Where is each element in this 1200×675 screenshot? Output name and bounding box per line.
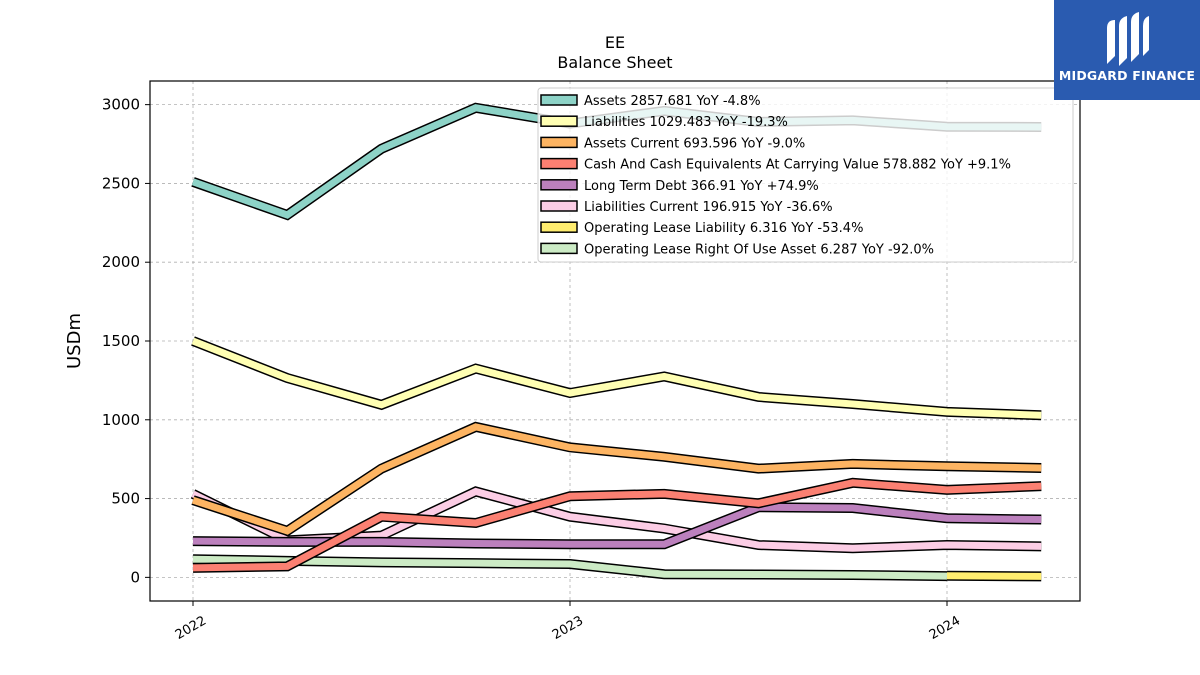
series-outline	[191, 336, 1042, 421]
x-tick-label: 2023	[550, 613, 586, 643]
legend-swatch	[540, 136, 578, 149]
chart-title-line1: EE	[604, 33, 626, 52]
series-line	[191, 337, 1042, 419]
legend-entry: Cash And Cash Equivalents At Carrying Va…	[584, 158, 1011, 173]
y-tick-label: 2500	[102, 174, 140, 192]
y-tick-label: 0	[130, 568, 140, 586]
y-tick-label: 2000	[102, 253, 140, 271]
legend-swatch	[540, 94, 578, 106]
series-line	[192, 555, 948, 580]
chart-title-line2: Balance Sheet	[557, 53, 673, 72]
y-tick-label: 3000	[102, 96, 140, 114]
legend-entry: Assets Current 693.596 YoY -9.0%	[584, 136, 805, 151]
legend-entry: Long Term Debt 366.91 YoY +74.9%	[584, 179, 819, 194]
legend-entry: Liabilities Current 196.915 YoY -36.6%	[584, 200, 833, 215]
logo-mark-icon	[1107, 12, 1149, 66]
x-tick-label: 2024	[927, 613, 963, 643]
legend-entry: Operating Lease Liability 6.316 YoY -53.…	[584, 221, 863, 236]
x-tick-label: 2022	[173, 613, 209, 643]
y-tick-label: 1000	[102, 411, 140, 429]
legend-swatch	[540, 221, 578, 233]
legend-entry: Assets 2857.681 YoY -4.8%	[584, 94, 761, 109]
legend-entry: Liabilities 1029.483 YoY -19.3%	[584, 115, 788, 130]
logo-text: MIDGARD FINANCE	[1058, 68, 1196, 83]
legend-swatch	[540, 242, 578, 255]
series-line	[192, 479, 1042, 572]
logo: MIDGARD FINANCE	[1054, 0, 1200, 100]
legend-swatch	[540, 157, 578, 170]
legend-box	[537, 87, 1074, 263]
series-line	[191, 423, 1042, 535]
legend-swatch	[540, 200, 578, 212]
legend-swatch	[540, 115, 578, 127]
legend-swatch	[540, 179, 578, 191]
legend-entry: Operating Lease Right Of Use Asset 6.287…	[584, 242, 934, 257]
series-line	[946, 572, 1042, 580]
y-tick-label: 1500	[102, 332, 140, 350]
y-tick-label: 500	[111, 490, 140, 508]
y-axis-label: USDm	[64, 313, 85, 369]
